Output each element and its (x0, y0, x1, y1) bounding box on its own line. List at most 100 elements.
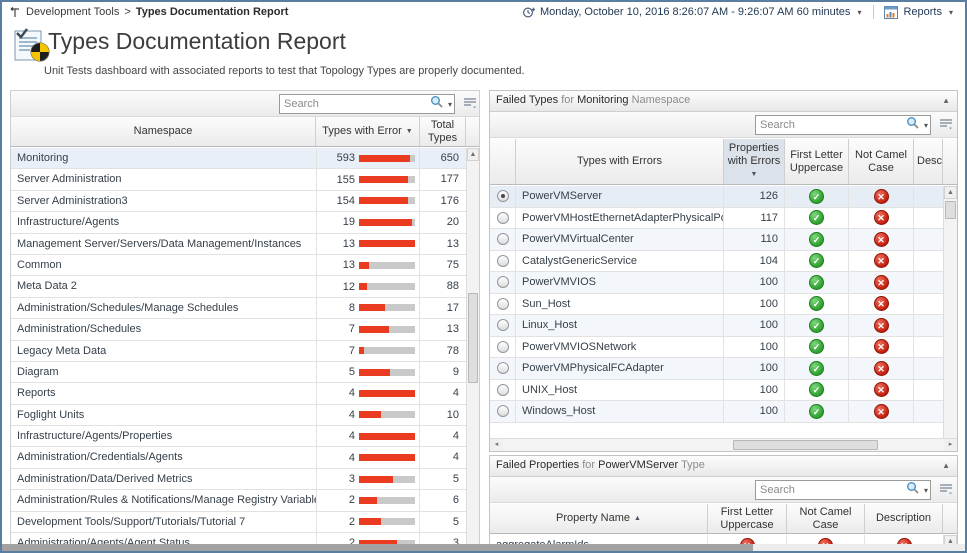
failed-properties-search-input[interactable] (756, 484, 904, 496)
namespace-row[interactable]: Infrastructure/Agents/Properties 4 4 (11, 426, 466, 448)
total-types-cell: 17 (446, 301, 459, 314)
error-ratio-bar (359, 347, 415, 355)
reports-menu[interactable]: Reports (903, 6, 942, 18)
pass-icon: ✓ (809, 382, 824, 398)
failed-type-row[interactable]: Sun_Host 100 ✓ ✕ (490, 293, 943, 315)
column-header-not-camel-case[interactable]: Not Camel Case (849, 139, 914, 184)
failed-type-row[interactable]: PowerVMVirtualCenter 110 ✓ ✕ (490, 229, 943, 251)
namespace-search-input[interactable] (280, 98, 428, 110)
scroll-up-button[interactable]: ▲ (944, 186, 957, 199)
error-count: 12 (342, 280, 355, 293)
failed-type-row[interactable]: CatalystGenericService 104 ✓ ✕ (490, 250, 943, 272)
scrollbar-thumb[interactable] (2, 544, 754, 551)
description-cell (914, 337, 943, 358)
breadcrumb-separator: > (124, 6, 131, 18)
time-range-dropdown-caret[interactable]: ▾ (857, 7, 862, 17)
radio-button[interactable] (496, 319, 509, 332)
failed-types-search-input[interactable] (756, 119, 904, 131)
namespace-row[interactable]: Administration/Agents/Agent Status 2 3 (11, 533, 466, 544)
radio-button[interactable] (496, 211, 509, 224)
radio-button[interactable] (496, 190, 509, 203)
failed-types-vertical-scrollbar[interactable]: ▲ (943, 186, 957, 438)
namespace-cell: Development Tools/Support/Tutorials/Tuto… (17, 515, 246, 528)
namespace-row[interactable]: Administration/Rules & Notifications/Man… (11, 490, 466, 512)
column-header-not-camel-case[interactable]: Not Camel Case (787, 504, 865, 533)
namespace-row[interactable]: Infrastructure/Agents 19 20 (11, 212, 466, 234)
namespace-vertical-scrollbar[interactable]: ▲ (466, 148, 479, 544)
namespace-cell: Administration/Agents/Agent Status (17, 537, 191, 544)
search-options-caret[interactable]: ▾ (447, 99, 452, 109)
column-header-properties-with-errors[interactable]: Properties with Errors ▼ (724, 139, 785, 184)
namespace-row[interactable]: Legacy Meta Data 7 78 (11, 340, 466, 362)
failed-type-row[interactable]: PowerVMPhysicalFCAdapter 100 ✓ ✕ (490, 358, 943, 380)
search-options-caret[interactable]: ▾ (923, 120, 928, 130)
failed-type-row[interactable]: Windows_Host 100 ✓ ✕ (490, 401, 943, 423)
namespace-row[interactable]: Administration/Data/Derived Metrics 3 5 (11, 468, 466, 491)
radio-button[interactable] (496, 383, 509, 396)
namespace-row[interactable]: Diagram 5 9 (11, 361, 466, 384)
column-header-description[interactable]: Description (914, 139, 943, 184)
scrollbar-thumb[interactable] (945, 201, 956, 219)
scrollbar-thumb[interactable] (468, 293, 478, 383)
failed-type-row[interactable]: PowerVMHostEthernetAdapterPhysicalPort 11… (490, 207, 943, 229)
column-header-first-letter-uppercase[interactable]: First Letter Uppercase (708, 504, 787, 533)
collapse-panel-icon[interactable]: ▲ (942, 96, 950, 105)
failed-type-row[interactable]: Linux_Host 100 ✓ ✕ (490, 315, 943, 337)
namespace-row[interactable]: Development Tools/Support/Tutorials/Tuto… (11, 511, 466, 534)
reports-dropdown-caret[interactable]: ▾ (948, 7, 953, 17)
breadcrumb-development-tools[interactable]: Development Tools (26, 6, 120, 18)
namespace-cell: Infrastructure/Agents (17, 216, 120, 229)
type-name-cell: Sun_Host (516, 293, 724, 314)
error-ratio-bar (359, 368, 415, 376)
namespace-row[interactable]: Reports 4 4 (11, 383, 466, 405)
column-header-total-types[interactable]: Total Types (420, 117, 466, 146)
failed-type-row[interactable]: PowerVMVIOS 100 ✓ ✕ (490, 272, 943, 294)
namespace-row[interactable]: Administration/Credentials/Agents 4 4 (11, 447, 466, 469)
column-header-types-with-error[interactable]: Types with Error ▼ (316, 117, 420, 146)
namespace-row[interactable]: Foglight Units 4 10 (11, 404, 466, 427)
namespace-row[interactable]: Meta Data 2 12 88 (11, 276, 466, 298)
search-icon[interactable] (428, 95, 446, 113)
time-range-label[interactable]: Monday, October 10, 2016 8:26:07 AM - 9:… (540, 6, 851, 18)
radio-button[interactable] (496, 233, 509, 246)
namespace-row[interactable]: Common 13 75 (11, 254, 466, 277)
failed-type-row[interactable]: PowerVMServer 126 ✓ ✕ (490, 186, 943, 208)
search-icon[interactable] (904, 116, 922, 134)
page-horizontal-scrollbar[interactable] (2, 544, 965, 551)
search-icon[interactable] (904, 481, 922, 499)
collapse-panel-icon[interactable]: ▲ (942, 461, 950, 470)
history-icon[interactable] (10, 6, 21, 18)
scroll-up-button[interactable]: ▲ (467, 148, 479, 161)
namespace-cell: Administration/Data/Derived Metrics (17, 472, 193, 485)
namespace-row[interactable]: Management Server/Servers/Data Managemen… (11, 233, 466, 255)
radio-button[interactable] (496, 405, 509, 418)
namespace-row[interactable]: Server Administration 155 177 (11, 169, 466, 191)
failed-types-horizontal-scrollbar[interactable]: ◂ ▸ (490, 438, 957, 451)
header-scrollbar-spacer (466, 117, 479, 146)
column-header-property-name[interactable]: Property Name ▲ (490, 504, 708, 533)
radio-button[interactable] (496, 340, 509, 353)
table-customizer-icon[interactable] (939, 482, 953, 501)
table-customizer-icon[interactable] (939, 117, 953, 136)
namespace-row[interactable]: Monitoring 593 650 (11, 148, 466, 170)
table-customizer-icon[interactable] (463, 96, 477, 115)
scroll-right-button[interactable]: ▸ (944, 439, 957, 451)
radio-button[interactable] (496, 276, 509, 289)
failed-type-row[interactable]: UNIX_Host 100 ✓ ✕ (490, 379, 943, 401)
column-header-description[interactable]: Description (865, 504, 943, 533)
column-header-types-with-errors[interactable]: Types with Errors (516, 139, 724, 184)
column-header-namespace[interactable]: Namespace (11, 117, 316, 146)
failed-type-row[interactable]: PowerVMVIOSNetwork 100 ✓ ✕ (490, 336, 943, 358)
namespace-row[interactable]: Server Administration3 154 176 (11, 190, 466, 213)
search-options-caret[interactable]: ▾ (923, 485, 928, 495)
scrollbar-thumb[interactable] (732, 440, 878, 450)
radio-button[interactable] (496, 297, 509, 310)
types-with-error-cell: 4 (316, 404, 420, 426)
radio-button[interactable] (496, 362, 509, 375)
failed-types-toolbar: ▾ (490, 112, 957, 138)
namespace-row[interactable]: Administration/Schedules/Manage Schedule… (11, 297, 466, 320)
radio-button[interactable] (496, 254, 509, 267)
scroll-left-button[interactable]: ◂ (490, 439, 503, 451)
column-header-first-letter-uppercase[interactable]: First Letter Uppercase (785, 139, 849, 184)
namespace-row[interactable]: Administration/Schedules 7 13 (11, 319, 466, 341)
